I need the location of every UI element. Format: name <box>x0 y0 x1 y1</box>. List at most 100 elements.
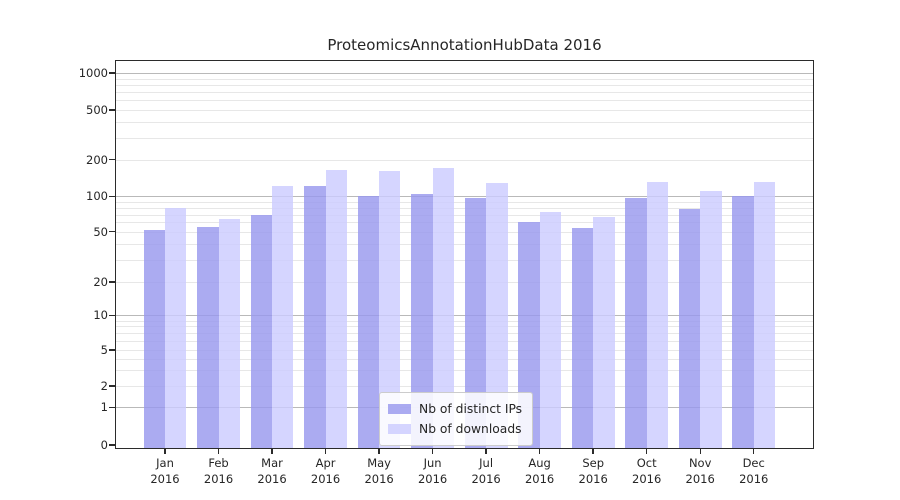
gridline-minor-500 <box>116 110 813 111</box>
bar-distinct-ips-jul-2016 <box>464 197 487 448</box>
y-axis-tick-label-10: 10 <box>93 308 108 323</box>
x-axis-tick-mark-aug-2016 <box>538 449 541 454</box>
bar-downloads-aug-2016 <box>539 211 562 448</box>
x-axis-tick-mark-feb-2016 <box>217 449 220 454</box>
y-axis-tick-label-200: 200 <box>86 152 108 167</box>
gridline-minor-6 <box>116 340 813 342</box>
gridline-minor-700 <box>116 92 813 94</box>
bar-downloads-oct-2016 <box>646 182 669 448</box>
x-axis-tick-label-dec-2016: Dec 2016 <box>739 456 769 486</box>
gridline-minor-400 <box>116 122 813 124</box>
gridline-minor-2 <box>116 386 813 387</box>
bar-downloads-mar-2016 <box>272 186 294 448</box>
gridline-minor-90 <box>116 201 813 203</box>
y-axis-tick-label-20: 20 <box>93 275 108 289</box>
gridline-minor-4 <box>116 358 813 360</box>
y-axis-tick-label-1: 1 <box>100 400 108 415</box>
bar-downloads-jan-2016 <box>165 207 187 448</box>
y-axis-tick-label-1000: 1000 <box>78 66 108 80</box>
gridline-minor-40 <box>116 243 813 245</box>
gridline-minor-3 <box>116 370 813 372</box>
x-axis-tick-label-may-2016: May 2016 <box>364 456 394 486</box>
bar-downloads-jul-2016 <box>486 182 508 448</box>
y-axis-tick-mark-0 <box>109 444 115 446</box>
bar-downloads-apr-2016 <box>325 169 347 448</box>
y-axis-tick-label-100: 100 <box>86 189 108 204</box>
bar-distinct-ips-feb-2016 <box>197 226 219 448</box>
bar-distinct-ips-dec-2016 <box>732 195 754 448</box>
y-axis-tick-mark-1 <box>109 406 115 408</box>
bar-downloads-may-2016 <box>379 170 401 448</box>
gridline-major-100 <box>116 196 813 198</box>
y-axis-tick-label-0: 0 <box>100 438 108 452</box>
x-axis-tick-label-apr-2016: Apr 2016 <box>310 456 341 486</box>
bar-downloads-sep-2016 <box>593 216 615 448</box>
y-axis-tick-mark-1000 <box>109 72 115 74</box>
x-axis-tick-label-sep-2016: Sep 2016 <box>578 456 608 486</box>
bar-distinct-ips-jun-2016 <box>411 193 433 448</box>
bar-distinct-ips-may-2016 <box>357 196 380 448</box>
y-axis-tick-mark-100 <box>109 195 115 197</box>
y-axis-tick-label-2: 2 <box>100 379 108 393</box>
bar-distinct-ips-apr-2016 <box>304 186 326 448</box>
bar-distinct-ips-nov-2016 <box>678 208 701 448</box>
x-axis-tick-label-jun-2016: Jun 2016 <box>417 456 448 486</box>
bar-downloads-jun-2016 <box>432 168 454 448</box>
gridline-minor-30 <box>116 259 813 261</box>
legend-label-downloads: Nb of downloads <box>419 422 522 436</box>
x-axis-tick-label-jul-2016: Jul 2016 <box>471 456 501 486</box>
y-axis-tick-label-50: 50 <box>93 224 108 239</box>
plot-area: Nb of distinct IPs Nb of downloads <box>115 60 814 449</box>
gridline-minor-200 <box>116 159 813 161</box>
bar-distinct-ips-jan-2016 <box>143 229 165 448</box>
x-axis-tick-mark-mar-2016 <box>271 449 273 454</box>
x-axis-tick-mark-apr-2016 <box>324 449 327 454</box>
y-axis-tick-mark-2 <box>109 385 115 387</box>
x-axis-tick-mark-oct-2016 <box>645 449 648 454</box>
x-axis-tick-mark-nov-2016 <box>699 449 701 454</box>
legend-swatch-downloads <box>388 424 411 434</box>
gridline-minor-80 <box>116 207 813 209</box>
y-axis-tick-mark-200 <box>109 158 115 161</box>
x-axis-tick-mark-jan-2016 <box>164 449 166 454</box>
bar-distinct-ips-sep-2016 <box>571 227 594 448</box>
gridline-minor-70 <box>116 214 813 216</box>
x-axis-tick-label-nov-2016: Nov 2016 <box>685 456 715 486</box>
gridline-minor-7 <box>116 333 813 335</box>
gridline-minor-800 <box>116 84 813 86</box>
y-axis-tick-label-5: 5 <box>100 343 108 357</box>
bar-downloads-feb-2016 <box>218 219 240 448</box>
gridline-minor-50 <box>116 231 813 233</box>
x-axis-tick-mark-dec-2016 <box>753 449 755 454</box>
x-axis-tick-mark-sep-2016 <box>592 449 594 454</box>
gridline-minor-20 <box>116 282 813 283</box>
y-axis-tick-mark-500 <box>109 109 115 111</box>
x-axis-tick-mark-jul-2016 <box>485 449 487 454</box>
gridline-minor-300 <box>116 137 813 139</box>
y-axis-tick-mark-20 <box>109 281 115 283</box>
chart-title: ProteomicsAnnotationHubData 2016 <box>327 36 602 54</box>
x-axis-tick-label-jan-2016: Jan 2016 <box>150 456 180 486</box>
bar-distinct-ips-mar-2016 <box>250 214 273 448</box>
gridline-minor-5 <box>116 350 813 351</box>
y-axis-tick-label-500: 500 <box>86 103 108 117</box>
bar-distinct-ips-aug-2016 <box>518 222 540 448</box>
y-axis-tick-mark-50 <box>109 231 115 233</box>
bar-distinct-ips-oct-2016 <box>625 198 647 448</box>
legend-label-distinct-ips: Nb of distinct IPs <box>419 402 523 416</box>
legend-item-downloads: Nb of downloads <box>388 419 522 439</box>
x-axis-tick-label-feb-2016: Feb 2016 <box>203 456 234 486</box>
gridline-minor-900 <box>116 78 813 80</box>
x-axis-tick-label-oct-2016: Oct 2016 <box>632 456 662 486</box>
y-axis-tick-mark-5 <box>109 349 115 351</box>
bar-downloads-nov-2016 <box>700 190 722 448</box>
gridline-minor-9 <box>116 320 813 322</box>
x-axis-tick-label-aug-2016: Aug 2016 <box>524 456 555 486</box>
gridline-major-10 <box>116 315 813 317</box>
gridline-minor-60 <box>116 222 813 224</box>
legend: Nb of distinct IPs Nb of downloads <box>379 392 534 446</box>
gridline-major-1000 <box>116 73 813 74</box>
gridline-minor-8 <box>116 326 813 328</box>
bar-downloads-dec-2016 <box>753 181 776 448</box>
